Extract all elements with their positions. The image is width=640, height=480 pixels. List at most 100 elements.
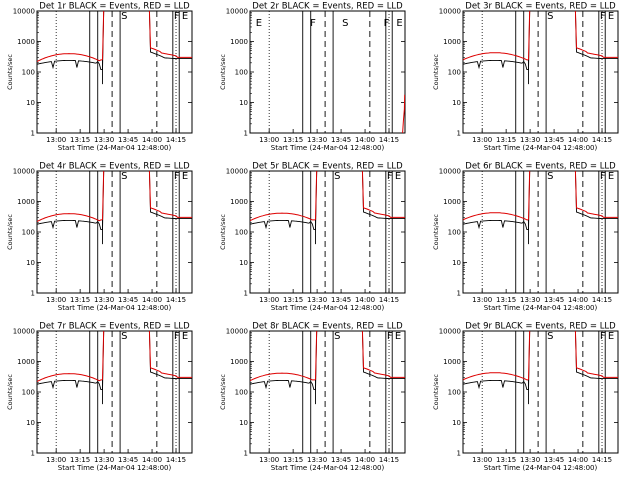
detector-panel: Det 8r BLACK = Events, RED = LLD 1 10 100 10… xyxy=(219,322,406,472)
x-axis-label: Start Time (24-Mar-04 12:48:00) xyxy=(484,304,598,312)
time-marker-letter: F xyxy=(600,11,606,22)
y-tick-label: 10000 xyxy=(226,168,248,176)
x-tick-label: 13:15 xyxy=(70,456,90,464)
events-series-line xyxy=(37,11,192,71)
events-series-line xyxy=(37,171,192,231)
y-axis-label: Counts/sec xyxy=(432,54,440,90)
x-tick-label: 14:15 xyxy=(379,136,399,144)
y-tick-label: 100 xyxy=(235,69,248,77)
x-tick-label: 13:30 xyxy=(307,456,327,464)
y-tick-label: 1000 xyxy=(17,38,35,46)
y-axis-label: Counts/sec xyxy=(6,54,14,90)
x-axis-label: Start Time (24-Mar-04 12:48:00) xyxy=(484,464,598,472)
time-marker-letter: E xyxy=(608,331,614,342)
y-tick-label: 1000 xyxy=(230,198,248,206)
y-tick-label: 10 xyxy=(239,259,248,267)
plot-frame xyxy=(249,330,406,454)
time-marker-letter: F xyxy=(387,171,393,182)
panel-title: Det 3r BLACK = Events, RED = LLD xyxy=(465,2,616,12)
plot-frame xyxy=(36,330,193,454)
time-marker-letter: F xyxy=(174,171,180,182)
plot-frame xyxy=(36,10,193,134)
y-tick-label: 100 xyxy=(22,389,35,397)
x-tick-label: 14:15 xyxy=(166,136,186,144)
lld-series-line xyxy=(463,11,618,61)
y-tick-label: 1 xyxy=(457,290,461,298)
x-axis-label: Start Time (24-Mar-04 12:48:00) xyxy=(271,144,385,152)
x-tick-label: 13:45 xyxy=(118,136,138,144)
y-tick-label: 10 xyxy=(239,419,248,427)
time-marker-letter: S xyxy=(121,331,127,342)
x-tick-label: 13:15 xyxy=(70,136,90,144)
time-marker-letter: F xyxy=(387,331,393,342)
y-tick-label: 10000 xyxy=(439,168,461,176)
time-marker-letter: F xyxy=(600,331,606,342)
x-axis-label: Start Time (24-Mar-04 12:48:00) xyxy=(58,144,172,152)
y-tick-label: 100 xyxy=(235,229,248,237)
x-tick-label: 14:00 xyxy=(142,296,162,304)
plot-frame xyxy=(462,10,619,134)
x-tick-label: 14:00 xyxy=(142,136,162,144)
time-marker-letter: S xyxy=(121,11,127,22)
panel-title: Det 7r BLACK = Events, RED = LLD xyxy=(39,322,190,332)
y-axis-label: Counts/sec xyxy=(432,374,440,410)
x-tick-label: 14:15 xyxy=(379,456,399,464)
y-axis-label: Counts/sec xyxy=(219,374,227,410)
x-tick-label: 13:00 xyxy=(472,296,492,304)
x-tick-label: 14:15 xyxy=(166,456,186,464)
x-tick-label: 13:15 xyxy=(496,456,516,464)
y-tick-label: 1000 xyxy=(230,38,248,46)
y-tick-label: 1000 xyxy=(17,358,35,366)
x-tick-label: 13:00 xyxy=(472,136,492,144)
y-tick-label: 10000 xyxy=(226,328,248,336)
y-tick-label: 10000 xyxy=(226,8,248,16)
x-tick-label: 13:45 xyxy=(118,456,138,464)
time-marker-letter: E xyxy=(182,171,188,182)
x-tick-label: 13:45 xyxy=(118,296,138,304)
events-series-line xyxy=(37,331,192,391)
y-tick-label: 1 xyxy=(31,450,35,458)
panel-title: Det 2r BLACK = Events, RED = LLD xyxy=(252,2,403,12)
y-tick-label: 100 xyxy=(448,229,461,237)
x-tick-label: 13:30 xyxy=(520,136,540,144)
lld-series-line xyxy=(463,171,618,221)
y-tick-label: 100 xyxy=(22,229,35,237)
y-axis-label: Counts/sec xyxy=(6,374,14,410)
x-tick-label: 14:00 xyxy=(568,136,588,144)
x-tick-label: 13:30 xyxy=(307,136,327,144)
y-tick-label: 100 xyxy=(448,389,461,397)
y-tick-label: 1 xyxy=(457,450,461,458)
time-marker-letter: S xyxy=(547,11,553,22)
detector-panel: Det 7r BLACK = Events, RED = LLD 1 10 100 10… xyxy=(6,322,193,472)
detector-panel: Det 6r BLACK = Events, RED = LLD 1 10 100 10… xyxy=(432,162,619,312)
x-axis-label: Start Time (24-Mar-04 12:48:00) xyxy=(271,304,385,312)
y-tick-label: 1 xyxy=(244,290,248,298)
y-tick-label: 10000 xyxy=(439,328,461,336)
x-tick-label: 13:45 xyxy=(331,136,351,144)
lld-series-line xyxy=(37,171,192,223)
plot-frame xyxy=(249,10,406,134)
panel-title: Det 4r BLACK = Events, RED = LLD xyxy=(39,162,190,172)
lld-series-line xyxy=(37,331,192,383)
x-tick-label: 13:45 xyxy=(544,296,564,304)
x-tick-label: 14:00 xyxy=(568,456,588,464)
x-tick-label: 13:15 xyxy=(70,296,90,304)
x-axis-label: Start Time (24-Mar-04 12:48:00) xyxy=(484,144,598,152)
lld-series-line xyxy=(463,331,618,381)
time-marker-letter: E xyxy=(608,11,614,22)
x-tick-label: 13:30 xyxy=(307,296,327,304)
time-marker-letter: F xyxy=(384,18,390,29)
events-series-line xyxy=(463,331,618,391)
lld-series-line xyxy=(402,94,405,133)
y-tick-label: 1 xyxy=(31,130,35,138)
x-tick-label: 13:30 xyxy=(520,456,540,464)
y-tick-label: 10 xyxy=(239,99,248,107)
detector-panel: Det 3r BLACK = Events, RED = LLD 1 10 100 10… xyxy=(432,2,619,152)
plot-frame xyxy=(36,170,193,294)
time-marker-letter: E xyxy=(395,331,401,342)
x-tick-label: 14:15 xyxy=(592,456,612,464)
y-tick-label: 10 xyxy=(26,259,35,267)
time-marker-letter: F xyxy=(174,331,180,342)
detector-panel: Det 5r BLACK = Events, RED = LLD 1 10 100 10… xyxy=(219,162,406,312)
